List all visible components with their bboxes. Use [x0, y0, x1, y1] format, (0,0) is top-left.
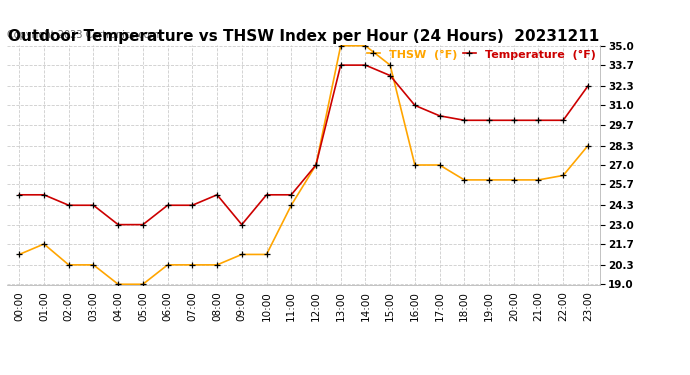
- THSW  (°F): [287, 203, 295, 207]
- Temperature  (°F): [510, 118, 518, 123]
- THSW  (°F): [213, 262, 221, 267]
- Text: Copyright 2023 Cartronics.com: Copyright 2023 Cartronics.com: [7, 30, 159, 40]
- THSW  (°F): [262, 252, 270, 257]
- THSW  (°F): [164, 262, 172, 267]
- Line: THSW  (°F): THSW (°F): [16, 42, 591, 288]
- THSW  (°F): [510, 178, 518, 182]
- THSW  (°F): [435, 163, 444, 167]
- THSW  (°F): [411, 163, 419, 167]
- Temperature  (°F): [65, 203, 73, 207]
- Temperature  (°F): [262, 193, 270, 197]
- Line: Temperature  (°F): Temperature (°F): [16, 62, 591, 228]
- Temperature  (°F): [386, 73, 394, 78]
- THSW  (°F): [188, 262, 197, 267]
- THSW  (°F): [362, 44, 370, 48]
- Temperature  (°F): [164, 203, 172, 207]
- Temperature  (°F): [559, 118, 567, 123]
- THSW  (°F): [15, 252, 23, 257]
- Temperature  (°F): [237, 222, 246, 227]
- THSW  (°F): [40, 242, 48, 246]
- THSW  (°F): [114, 282, 122, 286]
- THSW  (°F): [485, 178, 493, 182]
- Temperature  (°F): [411, 103, 419, 108]
- Temperature  (°F): [287, 193, 295, 197]
- THSW  (°F): [65, 262, 73, 267]
- THSW  (°F): [89, 262, 97, 267]
- Temperature  (°F): [139, 222, 147, 227]
- Temperature  (°F): [337, 63, 345, 68]
- Temperature  (°F): [89, 203, 97, 207]
- Temperature  (°F): [15, 193, 23, 197]
- THSW  (°F): [139, 282, 147, 286]
- THSW  (°F): [534, 178, 542, 182]
- THSW  (°F): [237, 252, 246, 257]
- Temperature  (°F): [213, 193, 221, 197]
- Temperature  (°F): [188, 203, 197, 207]
- THSW  (°F): [460, 178, 469, 182]
- Temperature  (°F): [485, 118, 493, 123]
- Temperature  (°F): [312, 163, 320, 167]
- Temperature  (°F): [362, 63, 370, 68]
- THSW  (°F): [312, 163, 320, 167]
- THSW  (°F): [386, 63, 394, 68]
- THSW  (°F): [337, 44, 345, 48]
- Temperature  (°F): [460, 118, 469, 123]
- THSW  (°F): [584, 143, 592, 148]
- Temperature  (°F): [40, 193, 48, 197]
- Temperature  (°F): [114, 222, 122, 227]
- Temperature  (°F): [435, 114, 444, 118]
- Legend: THSW  (°F), Temperature  (°F): THSW (°F), Temperature (°F): [362, 45, 600, 64]
- Title: Outdoor Temperature vs THSW Index per Hour (24 Hours)  20231211: Outdoor Temperature vs THSW Index per Ho…: [8, 29, 599, 44]
- Temperature  (°F): [584, 84, 592, 88]
- Temperature  (°F): [534, 118, 542, 123]
- THSW  (°F): [559, 173, 567, 178]
